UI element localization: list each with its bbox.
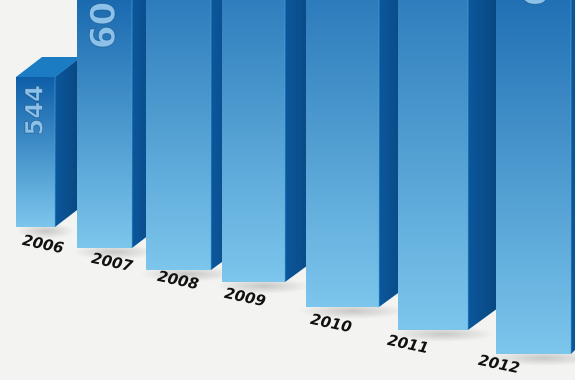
bar-side-face xyxy=(55,57,81,227)
bar-2009: 662 xyxy=(222,0,315,283)
value-label: 544 xyxy=(21,85,49,135)
bar-top-face xyxy=(16,57,81,77)
bar-front-face xyxy=(16,77,55,227)
bar-2010: 667 xyxy=(306,0,409,308)
bar-front-face xyxy=(77,0,132,248)
bar-front-face xyxy=(306,0,379,308)
bars-group: 544606653662667688658 xyxy=(16,0,575,355)
bar-2006: 544 xyxy=(16,57,81,227)
bar-2012: 658 xyxy=(496,0,575,355)
bar-2011: 688 xyxy=(398,0,498,330)
value-label: 606 xyxy=(83,0,123,49)
bar-front-face xyxy=(222,0,285,283)
value-label: 658 xyxy=(516,0,556,6)
bar-shadow xyxy=(73,244,156,260)
bar-side-face xyxy=(468,0,498,330)
bar-front-face xyxy=(146,0,211,271)
bar-2007: 606 xyxy=(77,0,158,248)
bar-side-face xyxy=(571,0,575,354)
bar-front-face xyxy=(496,0,571,355)
bar-front-face xyxy=(398,0,468,330)
bar-shadow xyxy=(487,350,575,366)
